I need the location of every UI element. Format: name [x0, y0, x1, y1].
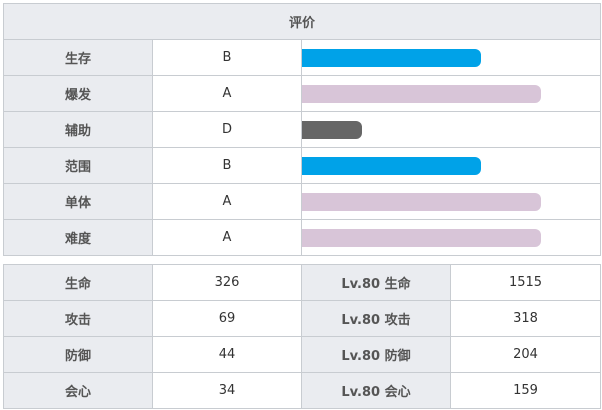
rating-row: 单体 A [3, 183, 602, 220]
stat-lv-label: Lv.80 会心 [301, 372, 451, 409]
rating-bar-track [302, 148, 600, 183]
rating-bar-track [302, 220, 600, 255]
rating-label: 辅助 [3, 111, 153, 148]
rating-bar-cell [300, 183, 602, 220]
stat-lv-label: Lv.80 防御 [301, 336, 451, 373]
rating-header-row: 评价 [2, 3, 602, 40]
rating-label: 生存 [3, 39, 153, 76]
rating-bar-track [302, 40, 600, 75]
rating-label: 单体 [3, 183, 153, 220]
rating-row: 爆发 A [3, 75, 602, 112]
stat-label: 生命 [3, 264, 153, 301]
rating-row: 范围 B [3, 147, 602, 184]
stat-label: 会心 [3, 372, 153, 409]
stat-lv-value: 159 [450, 372, 601, 409]
stat-label: 攻击 [3, 300, 153, 337]
stat-lv-value: 318 [450, 300, 601, 337]
rating-bar [302, 229, 542, 247]
rating-grade: D [152, 111, 302, 148]
stat-lv-label: Lv.80 生命 [301, 264, 451, 301]
stat-value: 34 [152, 372, 302, 409]
rating-table: 评价 生存 B 爆发 A 辅助 D 范围 B 单体 A 难度 A [2, 3, 602, 256]
stat-lv-label: Lv.80 攻击 [301, 300, 451, 337]
stat-lv-value: 204 [450, 336, 601, 373]
rating-bar [302, 121, 362, 139]
rating-bar-cell [300, 219, 602, 256]
rating-bar [302, 157, 482, 175]
stat-value: 44 [152, 336, 302, 373]
rating-grade: A [152, 183, 302, 220]
rating-bar [302, 85, 542, 103]
stat-lv-value: 1515 [450, 264, 601, 301]
stats-row: 攻击 69 Lv.80 攻击 318 [3, 300, 601, 337]
rating-grade: B [152, 39, 302, 76]
rating-bar-track [302, 112, 600, 147]
rating-header: 评价 [2, 3, 602, 40]
stat-value: 326 [152, 264, 302, 301]
rating-bar [302, 193, 542, 211]
rating-bar-track [302, 184, 600, 219]
rating-body: 生存 B 爆发 A 辅助 D 范围 B 单体 A 难度 A [3, 39, 602, 256]
stat-value: 69 [152, 300, 302, 337]
rating-bar [302, 49, 482, 67]
stats-row: 防御 44 Lv.80 防御 204 [3, 336, 601, 373]
rating-row: 难度 A [3, 219, 602, 256]
stats-table: 生命 326 Lv.80 生命 1515 攻击 69 Lv.80 攻击 318 防御 44 Lv.8… [3, 264, 601, 409]
rating-grade: A [152, 219, 302, 256]
rating-row: 生存 B [3, 39, 602, 76]
rating-grade: A [152, 75, 302, 112]
rating-row: 辅助 D [3, 111, 602, 148]
stat-label: 防御 [3, 336, 153, 373]
rating-bar-track [302, 76, 600, 111]
rating-grade: B [152, 147, 302, 184]
stats-row: 会心 34 Lv.80 会心 159 [3, 372, 601, 409]
rating-bar-cell [300, 75, 602, 112]
rating-label: 范围 [3, 147, 153, 184]
rating-bar-cell [300, 147, 602, 184]
stats-body: 生命 326 Lv.80 生命 1515 攻击 69 Lv.80 攻击 318 防御 44 Lv.8… [3, 264, 601, 409]
stats-row: 生命 326 Lv.80 生命 1515 [3, 264, 601, 301]
rating-bar-cell [300, 111, 602, 148]
rating-bar-cell [300, 39, 602, 76]
rating-label: 爆发 [3, 75, 153, 112]
rating-label: 难度 [3, 219, 153, 256]
